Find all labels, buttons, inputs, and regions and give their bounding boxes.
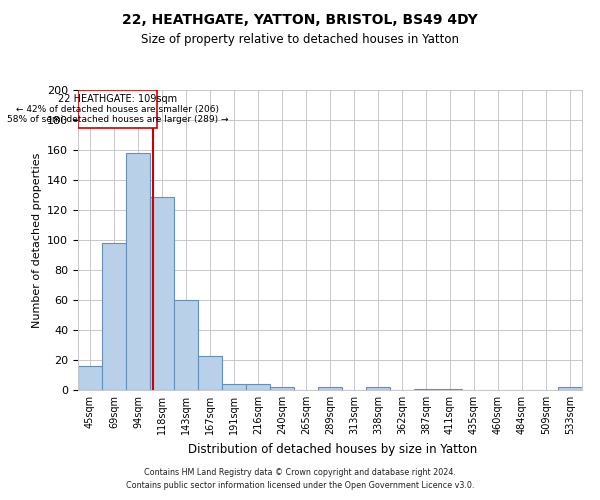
Bar	[198, 356, 222, 390]
Bar	[150, 196, 174, 390]
Bar	[270, 387, 294, 390]
Text: Size of property relative to detached houses in Yatton: Size of property relative to detached ho…	[141, 32, 459, 46]
Bar	[174, 300, 198, 390]
Text: Contains HM Land Registry data © Crown copyright and database right 2024.
Contai: Contains HM Land Registry data © Crown c…	[126, 468, 474, 490]
Text: Distribution of detached houses by size in Yatton: Distribution of detached houses by size …	[188, 442, 478, 456]
Bar	[366, 387, 390, 390]
Bar	[222, 384, 246, 390]
Bar	[414, 388, 438, 390]
Bar	[102, 243, 126, 390]
Bar	[438, 388, 462, 390]
Text: ← 42% of detached houses are smaller (206): ← 42% of detached houses are smaller (20…	[16, 105, 219, 114]
Bar	[246, 384, 270, 390]
Text: 58% of semi-detached houses are larger (289) →: 58% of semi-detached houses are larger (…	[7, 116, 228, 124]
Y-axis label: Number of detached properties: Number of detached properties	[32, 152, 41, 328]
Bar	[78, 90, 157, 128]
Bar	[558, 387, 582, 390]
Bar	[78, 366, 102, 390]
Bar	[318, 387, 342, 390]
Bar	[126, 153, 150, 390]
Text: 22 HEATHGATE: 109sqm: 22 HEATHGATE: 109sqm	[58, 94, 177, 104]
Text: 22, HEATHGATE, YATTON, BRISTOL, BS49 4DY: 22, HEATHGATE, YATTON, BRISTOL, BS49 4DY	[122, 12, 478, 26]
